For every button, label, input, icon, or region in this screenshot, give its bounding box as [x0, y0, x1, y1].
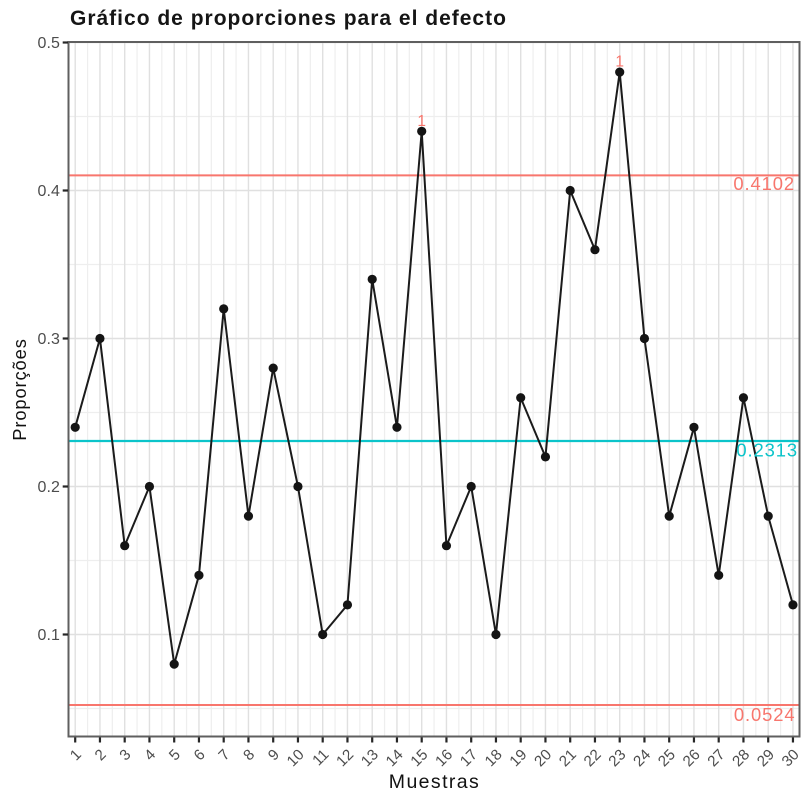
svg-text:0.5: 0.5 [37, 35, 60, 52]
svg-text:0.4: 0.4 [37, 183, 60, 200]
svg-text:0.3: 0.3 [37, 331, 60, 348]
svg-text:0.2313: 0.2313 [736, 440, 798, 461]
svg-text:Gráfico de proporciones para e: Gráfico de proporciones para el defecto [70, 7, 507, 30]
svg-text:1: 1 [417, 113, 426, 130]
svg-text:0.4102: 0.4102 [733, 173, 795, 194]
svg-text:0.2: 0.2 [37, 479, 60, 496]
svg-text:1: 1 [615, 54, 624, 71]
svg-text:0.1: 0.1 [37, 627, 60, 644]
svg-text:Proporções: Proporções [9, 338, 30, 441]
svg-text:Muestras: Muestras [389, 771, 480, 793]
svg-text:0.0524: 0.0524 [734, 704, 796, 725]
